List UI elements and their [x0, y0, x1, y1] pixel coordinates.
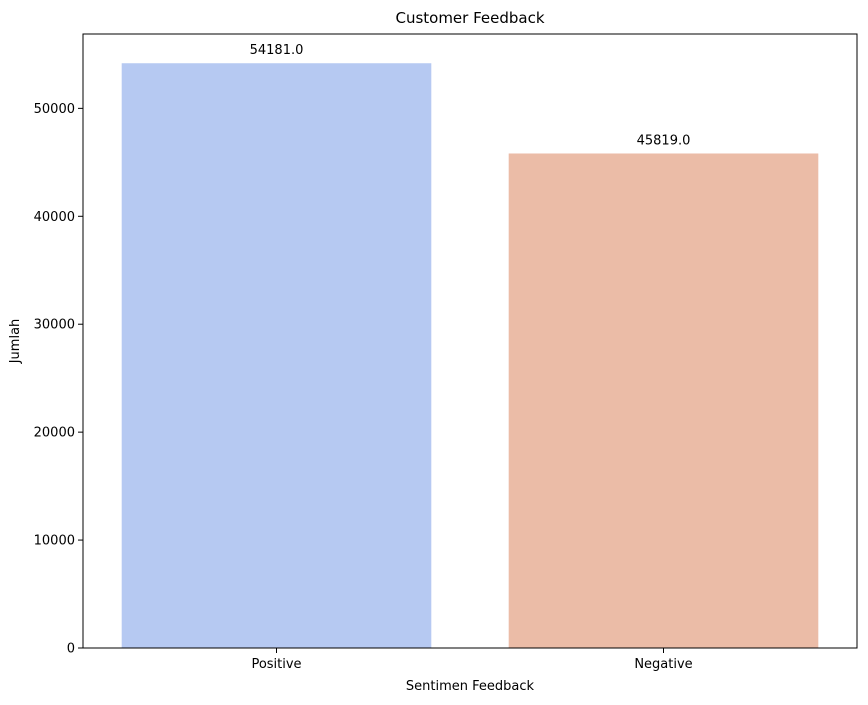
- x-tick-label-negative: Negative: [634, 657, 692, 672]
- x-tick-label-positive: Positive: [251, 657, 301, 672]
- y-tick-label: 50000: [34, 102, 75, 117]
- y-tick-label: 30000: [34, 318, 75, 333]
- bar-negative: [508, 153, 819, 648]
- x-axis-ticks: Positive Negative: [251, 648, 693, 672]
- y-tick-label: 40000: [34, 210, 75, 225]
- data-label-positive: 54181.0: [250, 43, 304, 58]
- y-axis-label: Jumlah: [8, 319, 23, 365]
- y-axis-ticks: 0 10000 20000 30000 40000 50000: [34, 102, 83, 657]
- y-tick-label: 10000: [34, 534, 75, 549]
- y-tick-label: 0: [67, 642, 75, 657]
- y-tick-label: 20000: [34, 426, 75, 441]
- plot-frame: [82, 33, 858, 649]
- data-labels-group: 54181.0 45819.0: [250, 43, 691, 148]
- chart-title: Customer Feedback: [395, 9, 544, 27]
- x-axis-label: Sentimen Feedback: [406, 679, 535, 694]
- data-label-negative: 45819.0: [637, 133, 691, 148]
- bars-group: [121, 63, 819, 649]
- bar-positive: [121, 63, 432, 649]
